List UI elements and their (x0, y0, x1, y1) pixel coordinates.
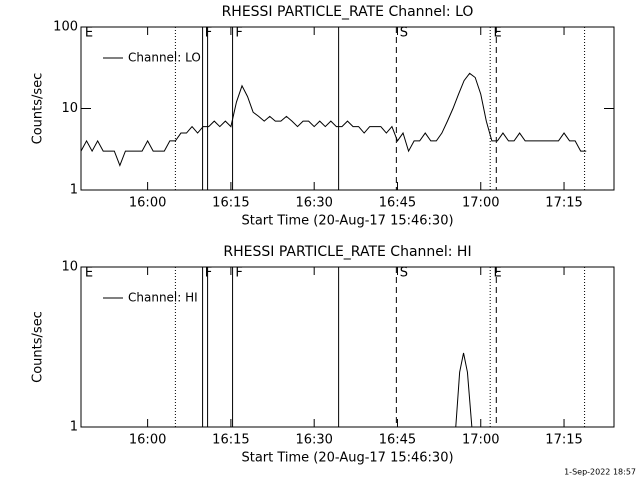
x-tick-label: 17:00 (462, 196, 499, 211)
y-tick-label: 10 (61, 260, 78, 275)
chart-title: RHESSI PARTICLE_RATE Channel: LO (222, 4, 474, 20)
x-tick-label: 16:30 (295, 196, 332, 211)
event-label: S (400, 26, 408, 41)
x-tick-label: 16:45 (379, 196, 416, 211)
event-label: E (85, 266, 93, 281)
x-axis-label: Start Time (20-Aug-17 15:46:30) (241, 451, 453, 466)
legend-label: Channel: LO (128, 51, 201, 65)
x-tick-label: 16:45 (379, 433, 416, 448)
y-tick-label: 1 (70, 183, 78, 198)
event-label: F (235, 26, 242, 41)
event-label: F (235, 266, 242, 281)
x-tick-label: 16:15 (212, 433, 249, 448)
x-tick-label: 16:00 (129, 433, 166, 448)
y-tick-label: 100 (53, 20, 78, 35)
y-tick-label: 10 (61, 101, 78, 116)
x-tick-label: 17:15 (545, 433, 582, 448)
event-label: E (494, 266, 502, 281)
event-label: S (400, 266, 408, 281)
event-label: E (85, 26, 93, 41)
data-line (80, 72, 587, 167)
x-tick-label: 17:00 (462, 433, 499, 448)
footer: 1-Sep-2022 18:57 (564, 468, 636, 477)
x-tick-label: 16:30 (295, 433, 332, 448)
y-tick-label: 1 (70, 420, 78, 435)
y-axis-label: Counts/sec (31, 73, 46, 145)
x-tick-label: 16:00 (129, 196, 166, 211)
chart-title: RHESSI PARTICLE_RATE Channel: HI (223, 244, 471, 260)
x-tick-label: 17:15 (545, 196, 582, 211)
data-line (81, 352, 587, 428)
x-tick-label: 16:15 (212, 196, 249, 211)
y-axis-label: Counts/sec (31, 311, 46, 383)
event-label: F (205, 26, 212, 41)
x-axis-label: Start Time (20-Aug-17 15:46:30) (241, 214, 453, 229)
event-label: E (494, 26, 502, 41)
event-label: F (205, 266, 212, 281)
legend-label: Channel: HI (128, 291, 198, 305)
